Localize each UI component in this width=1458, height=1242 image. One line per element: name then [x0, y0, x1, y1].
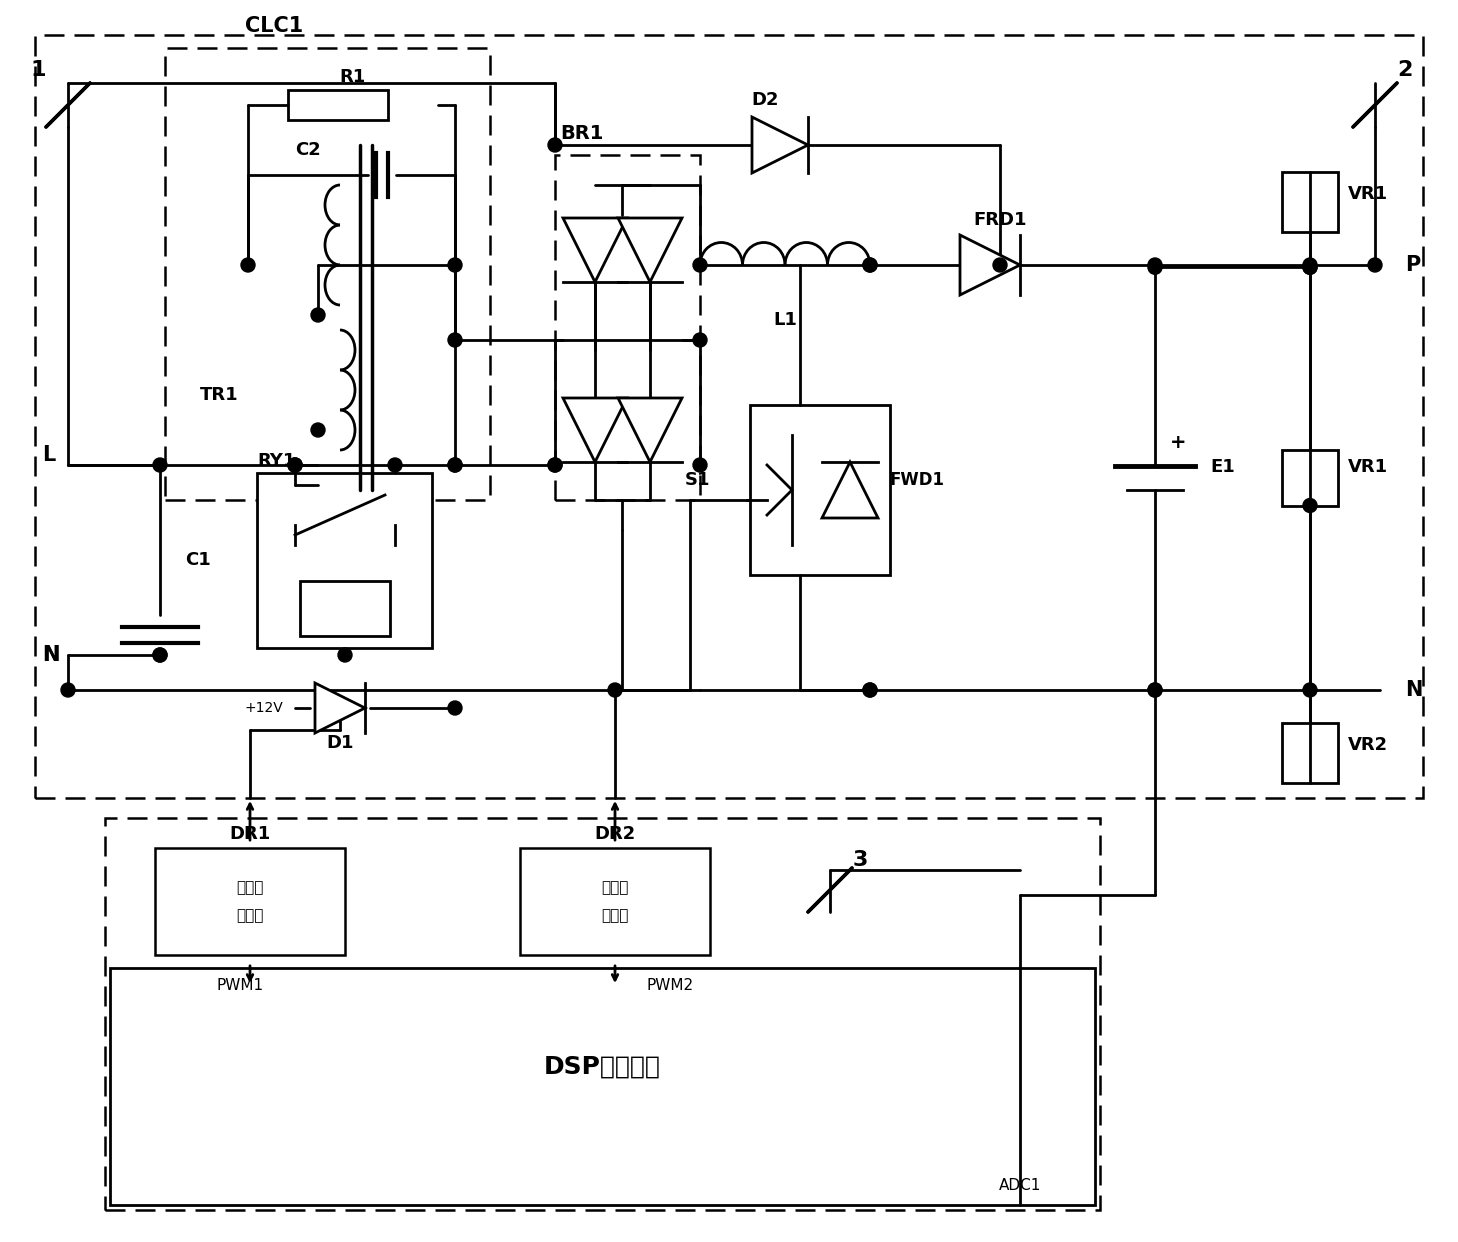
- Circle shape: [448, 258, 462, 272]
- Text: C1: C1: [185, 551, 211, 569]
- Circle shape: [153, 458, 168, 472]
- Text: 电流型: 电流型: [236, 881, 264, 895]
- Circle shape: [289, 458, 302, 472]
- Circle shape: [289, 458, 302, 472]
- Circle shape: [1303, 683, 1317, 697]
- Circle shape: [993, 258, 1007, 272]
- Bar: [521, 848, 710, 955]
- Text: 驱动器: 驱动器: [236, 908, 264, 923]
- Text: PWM1: PWM1: [216, 979, 264, 994]
- Bar: [1282, 723, 1338, 782]
- Circle shape: [448, 700, 462, 715]
- Text: DR2: DR2: [595, 825, 636, 843]
- Text: 2: 2: [1397, 60, 1413, 79]
- Circle shape: [1303, 261, 1317, 274]
- Text: D1: D1: [327, 734, 354, 751]
- Text: BR1: BR1: [560, 124, 604, 143]
- Bar: [165, 48, 490, 501]
- Polygon shape: [618, 219, 682, 282]
- Circle shape: [311, 308, 325, 322]
- Circle shape: [693, 458, 707, 472]
- Circle shape: [1368, 258, 1382, 272]
- Text: ADC1: ADC1: [999, 1177, 1041, 1192]
- Text: VR1: VR1: [1349, 458, 1388, 477]
- Text: 1: 1: [31, 60, 45, 79]
- Circle shape: [1147, 258, 1162, 272]
- Text: DR1: DR1: [229, 825, 271, 843]
- Bar: [300, 580, 389, 636]
- Circle shape: [388, 458, 402, 472]
- Circle shape: [338, 648, 351, 662]
- Text: PWM2: PWM2: [646, 979, 694, 994]
- Text: FWD1: FWD1: [889, 471, 945, 489]
- Text: N: N: [1406, 681, 1423, 700]
- Circle shape: [693, 333, 707, 347]
- Circle shape: [289, 458, 302, 472]
- Text: L: L: [42, 445, 55, 465]
- Text: P: P: [1406, 255, 1420, 274]
- Text: VR1: VR1: [1349, 185, 1388, 204]
- Circle shape: [448, 333, 462, 347]
- Bar: [155, 848, 346, 955]
- Circle shape: [1147, 683, 1162, 697]
- Polygon shape: [563, 397, 627, 462]
- Circle shape: [448, 458, 462, 472]
- Bar: [1282, 450, 1338, 505]
- Bar: [1282, 173, 1338, 232]
- Text: N: N: [42, 645, 60, 664]
- Polygon shape: [822, 462, 878, 518]
- Text: D2: D2: [751, 91, 779, 109]
- Bar: [555, 155, 700, 501]
- Text: RY1: RY1: [258, 452, 296, 469]
- Polygon shape: [752, 117, 808, 173]
- Bar: [258, 472, 433, 647]
- Bar: [35, 35, 1423, 799]
- Circle shape: [153, 648, 168, 662]
- Circle shape: [863, 683, 878, 697]
- Text: CLC1: CLC1: [245, 16, 303, 36]
- Circle shape: [1303, 261, 1317, 274]
- Bar: [105, 818, 1099, 1210]
- Text: TR1: TR1: [200, 386, 239, 404]
- Bar: [749, 405, 889, 575]
- Text: DSP控制电路: DSP控制电路: [544, 1054, 660, 1078]
- Circle shape: [863, 258, 878, 272]
- Text: FRD1: FRD1: [974, 211, 1026, 229]
- Circle shape: [311, 424, 325, 437]
- Circle shape: [1303, 498, 1317, 513]
- Circle shape: [1147, 683, 1162, 697]
- Text: N: N: [42, 645, 60, 664]
- Text: 驱动器: 驱动器: [601, 908, 628, 923]
- Text: E1: E1: [1210, 458, 1235, 477]
- Circle shape: [548, 458, 561, 472]
- Circle shape: [548, 458, 561, 472]
- Bar: [289, 89, 388, 120]
- Text: C2: C2: [295, 142, 321, 159]
- Text: +12V: +12V: [245, 700, 284, 715]
- Circle shape: [153, 648, 168, 662]
- Circle shape: [1303, 258, 1317, 272]
- Text: L1: L1: [773, 310, 798, 329]
- Polygon shape: [618, 397, 682, 462]
- Circle shape: [693, 258, 707, 272]
- Circle shape: [61, 683, 74, 697]
- Text: +: +: [1169, 433, 1187, 452]
- Bar: [109, 968, 1095, 1205]
- Polygon shape: [563, 219, 627, 282]
- Circle shape: [448, 458, 462, 472]
- Circle shape: [608, 683, 623, 697]
- Circle shape: [241, 258, 255, 272]
- Text: S1: S1: [684, 471, 710, 489]
- Polygon shape: [315, 683, 364, 733]
- Circle shape: [548, 138, 561, 152]
- Text: R1: R1: [340, 68, 366, 86]
- Circle shape: [1147, 261, 1162, 274]
- Text: 电压型: 电压型: [601, 881, 628, 895]
- Polygon shape: [959, 235, 1021, 296]
- Circle shape: [863, 683, 878, 697]
- Text: VR2: VR2: [1349, 735, 1388, 754]
- Text: 3: 3: [853, 850, 868, 869]
- Circle shape: [863, 258, 878, 272]
